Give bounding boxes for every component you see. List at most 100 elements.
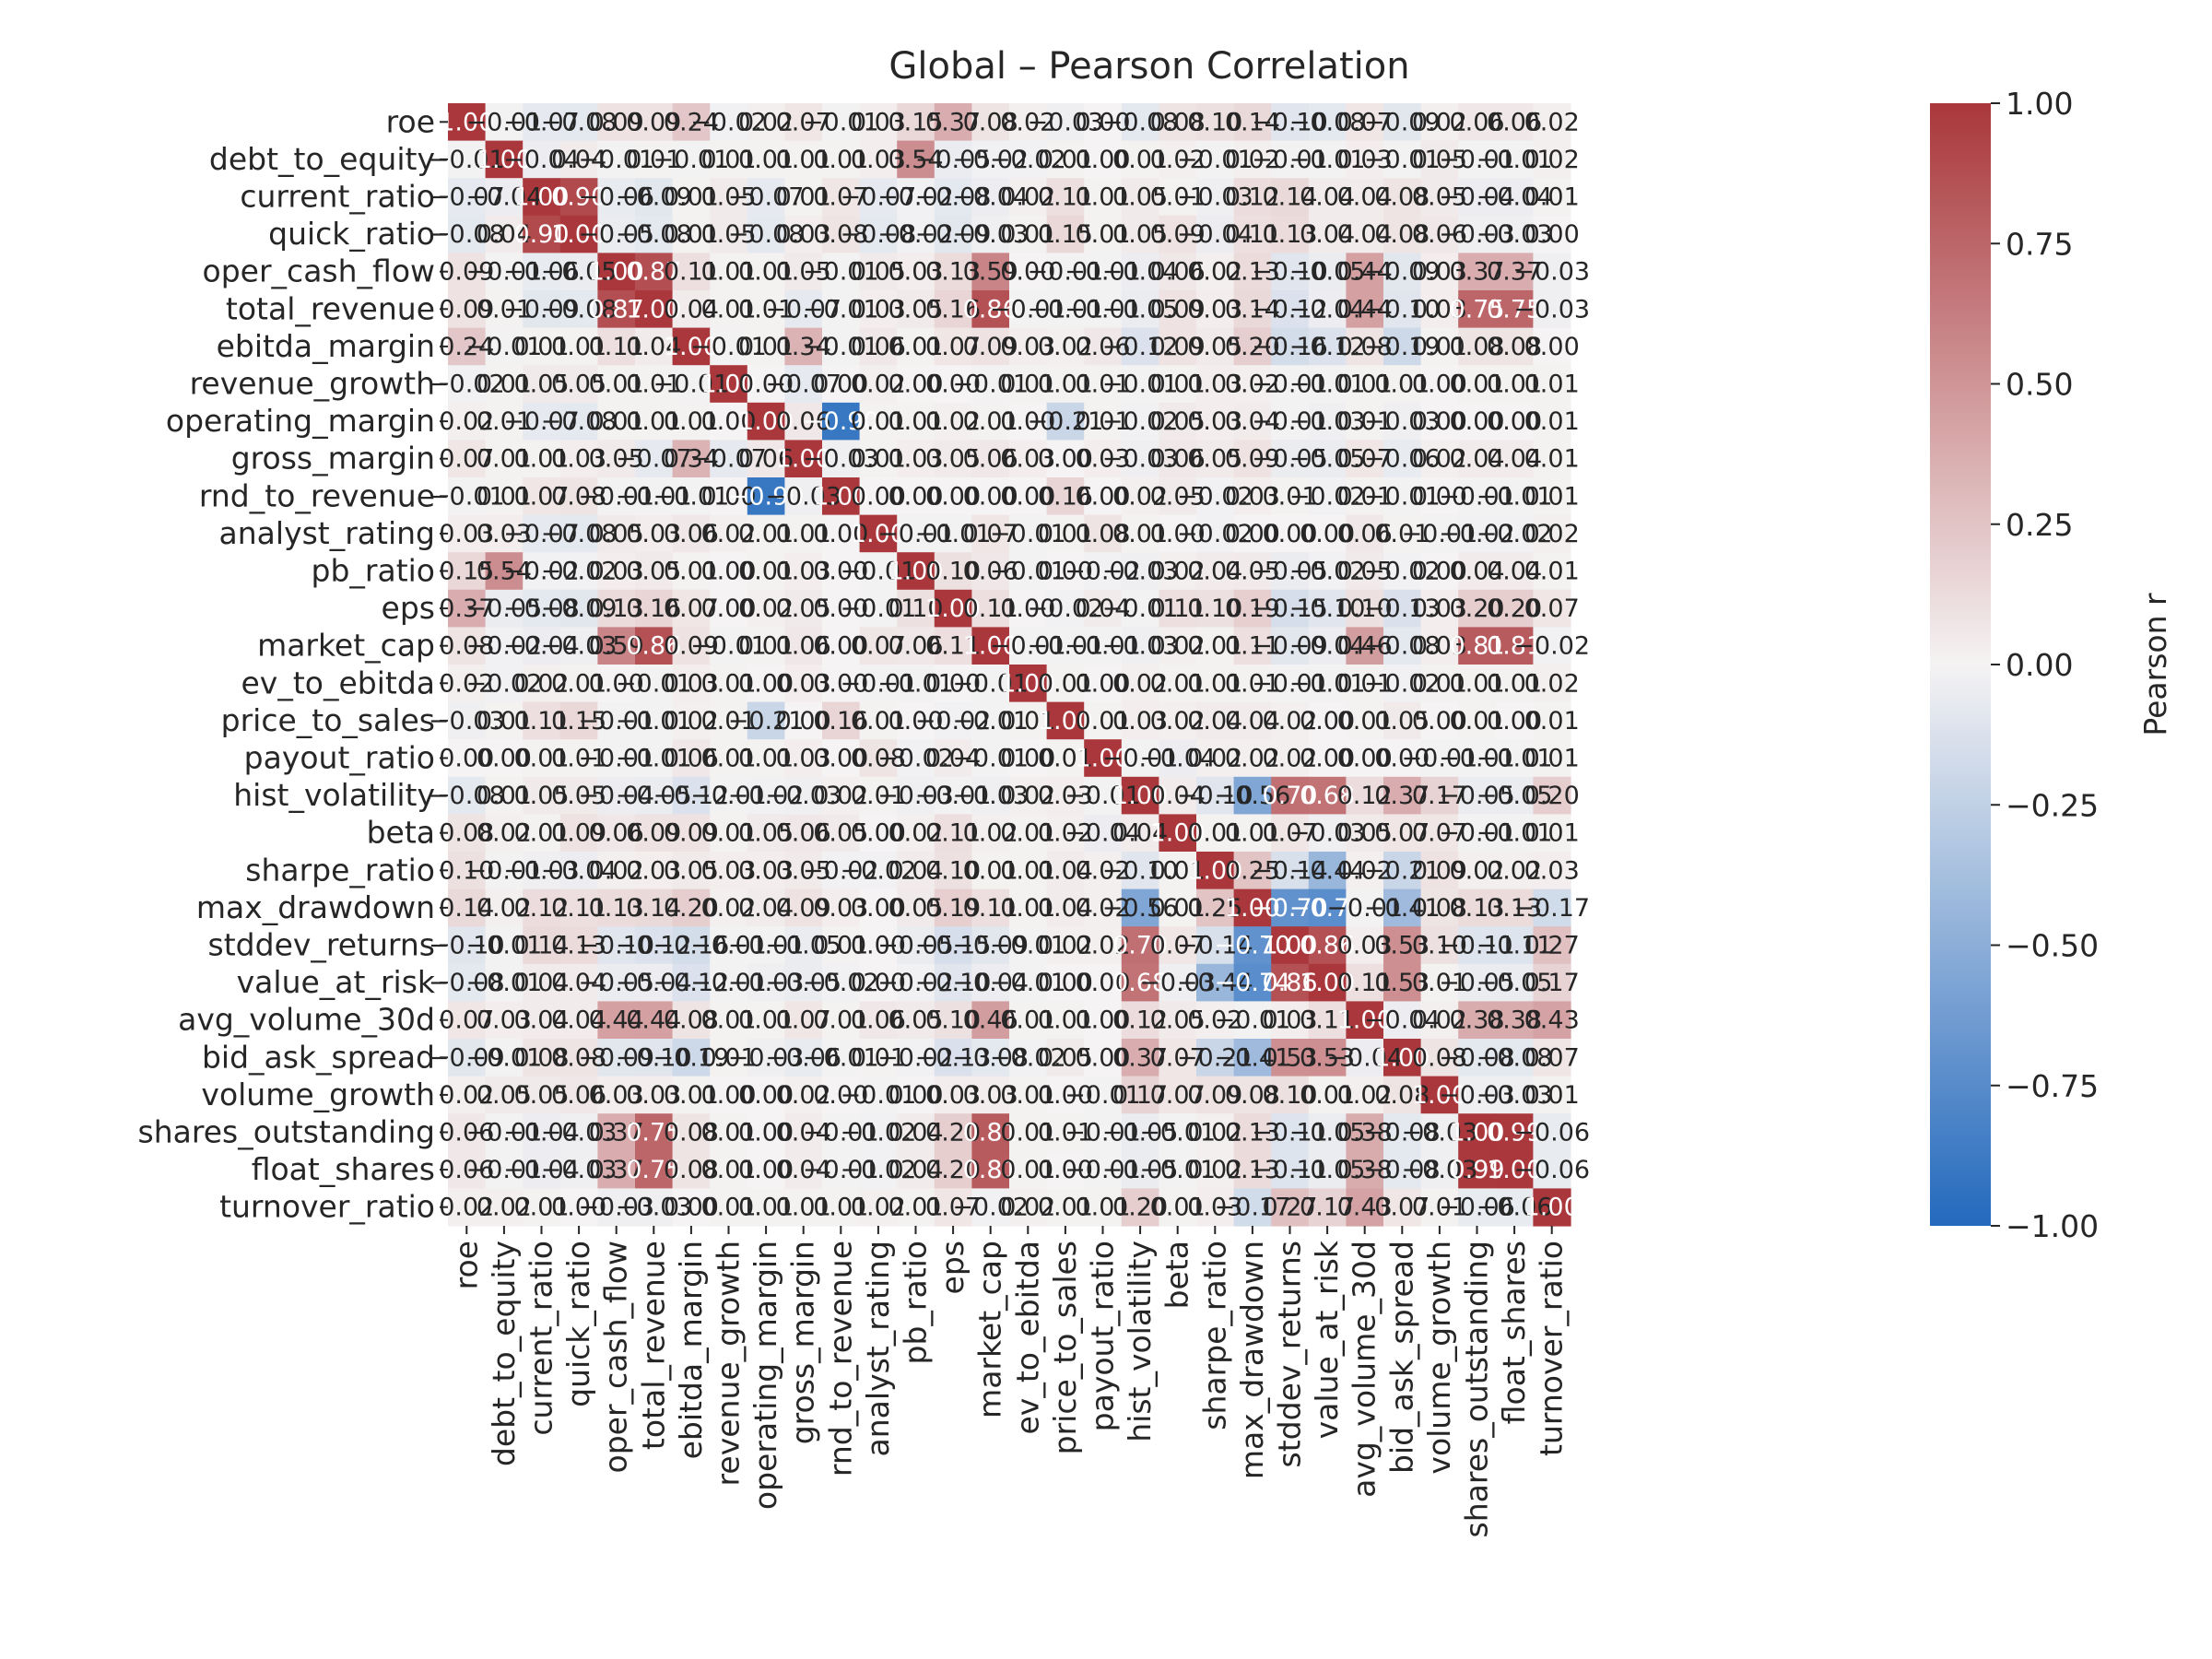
- heatmap-cell: [1271, 253, 1310, 291]
- heatmap-cell: [859, 290, 898, 329]
- heatmap-cell: [1009, 215, 1048, 253]
- cell-value-label: 0.01: [1524, 707, 1580, 735]
- heatmap-cell: [784, 402, 823, 441]
- heatmap-cell: [1046, 365, 1085, 404]
- cell-value-label: −0.06: [1513, 1156, 1590, 1184]
- heatmap-cell: [559, 103, 598, 142]
- heatmap-cell: [1458, 140, 1497, 179]
- heatmap-cell: [523, 215, 561, 253]
- colorbar-tick-label: −1.00: [2006, 1208, 2099, 1244]
- y-tick-label: revenue_growth: [190, 366, 435, 402]
- y-tick-label: price_to_sales: [221, 702, 435, 738]
- heatmap-cell: [1009, 103, 1048, 142]
- heatmap-cell: [1458, 402, 1497, 441]
- heatmap-cell: [710, 365, 748, 404]
- heatmap-cell: [1046, 327, 1085, 366]
- heatmap-cell: [635, 215, 674, 253]
- y-tick-label: payout_ratio: [244, 740, 435, 776]
- heatmap-cell: [1308, 365, 1347, 404]
- heatmap-cell: [1084, 215, 1123, 253]
- heatmap-cell: [747, 402, 785, 441]
- heatmap-cell: [1159, 178, 1197, 217]
- y-tick-label: ev_to_ebitda: [241, 665, 436, 700]
- heatmap-cell: [1271, 140, 1310, 179]
- y-tick-label: eps: [382, 590, 435, 626]
- heatmap-cell: [1121, 215, 1159, 253]
- heatmap-cell: [448, 440, 487, 478]
- heatmap-cell: [1271, 365, 1310, 404]
- heatmap-cell: [971, 253, 1010, 291]
- heatmap-cell: [1458, 178, 1497, 217]
- heatmap-cell: [971, 215, 1010, 253]
- y-tick-label: roe: [386, 103, 435, 139]
- heatmap-cell: [597, 290, 636, 329]
- heatmap-cell: [859, 253, 898, 291]
- heatmap-cell: [1233, 140, 1272, 179]
- heatmap-cell: [635, 290, 674, 329]
- chart-title: Global – Pearson Correlation: [888, 45, 1409, 88]
- y-tick-label: hist_volatility: [233, 777, 435, 813]
- x-tick-label: ebitda_margin: [673, 1241, 709, 1459]
- heatmap-cell: [1121, 253, 1159, 291]
- heatmap-cell: [1533, 253, 1571, 291]
- heatmap-cell: [822, 290, 861, 329]
- heatmap-cell: [1271, 327, 1310, 366]
- heatmap-cell: [1346, 327, 1384, 366]
- cell-value-label: 0.02: [1524, 669, 1580, 698]
- heatmap-cell: [1346, 290, 1384, 329]
- heatmap-cell: [747, 290, 785, 329]
- y-tick-label: quick_ratio: [268, 216, 435, 252]
- heatmap-cell: [934, 215, 972, 253]
- heatmap-cell: [1084, 402, 1123, 441]
- heatmap-cell: [784, 253, 823, 291]
- heatmap-cell: [784, 290, 823, 329]
- heatmap-cell: [1159, 290, 1197, 329]
- cell-value-label: 0.02: [1524, 146, 1580, 174]
- cell-value-label: 0.01: [1524, 183, 1580, 212]
- heatmap-cell: [672, 215, 711, 253]
- colorbar-tick-label: −0.50: [2006, 928, 2099, 964]
- heatmap-cell: [1346, 215, 1384, 253]
- heatmap-cell: [1233, 178, 1272, 217]
- heatmap-cell: [448, 103, 487, 142]
- heatmap-cell: [635, 365, 674, 404]
- colorbar-tick-label: 0.75: [2006, 226, 2073, 262]
- cell-value-label: 0.00: [1524, 220, 1580, 249]
- x-tick-label: quick_ratio: [560, 1241, 596, 1407]
- heatmap-cell: [710, 140, 748, 179]
- heatmap-cell: [747, 365, 785, 404]
- x-tick-label: volume_growth: [1421, 1241, 1457, 1475]
- x-tick-label: eps: [935, 1241, 971, 1294]
- cell-value-label: 0.43: [1524, 1006, 1580, 1035]
- heatmap-cell: [1233, 103, 1272, 142]
- colorbar: [1930, 103, 1991, 1226]
- heatmap-cell: [1383, 253, 1422, 291]
- heatmap-cell: [523, 253, 561, 291]
- cell-value-label: 0.02: [1524, 108, 1580, 136]
- heatmap-cell: [1046, 103, 1085, 142]
- heatmap-cell: [1271, 103, 1310, 142]
- heatmap-cell: [1420, 365, 1459, 404]
- x-tick-label: revenue_growth: [711, 1241, 747, 1486]
- heatmap-cell: [597, 253, 636, 291]
- x-tick-label: analyst_rating: [860, 1241, 896, 1456]
- heatmap-cell: [1009, 290, 1048, 329]
- heatmap-cell: [1121, 290, 1159, 329]
- cell-value-label: −0.06: [1513, 1119, 1590, 1147]
- heatmap-cell: [559, 178, 598, 217]
- heatmap-cell: [897, 253, 935, 291]
- heatmap-cell: [710, 402, 748, 441]
- heatmap-cell: [1233, 290, 1272, 329]
- y-tick-label: sharpe_ratio: [245, 852, 435, 888]
- heatmap-cell: [1196, 290, 1235, 329]
- heatmap-cell: [1495, 140, 1534, 179]
- heatmap-cell: [1196, 402, 1235, 441]
- heatmap-cell: [1308, 290, 1347, 329]
- heatmap-cells: [448, 103, 1571, 1227]
- heatmap-cell: [485, 327, 524, 366]
- heatmap-cell: [1308, 327, 1347, 366]
- heatmap-cell: [971, 290, 1010, 329]
- heatmap-cell: [1420, 215, 1459, 253]
- heatmap-cell: [1159, 327, 1197, 366]
- x-tick-label: hist_volatility: [1122, 1241, 1158, 1442]
